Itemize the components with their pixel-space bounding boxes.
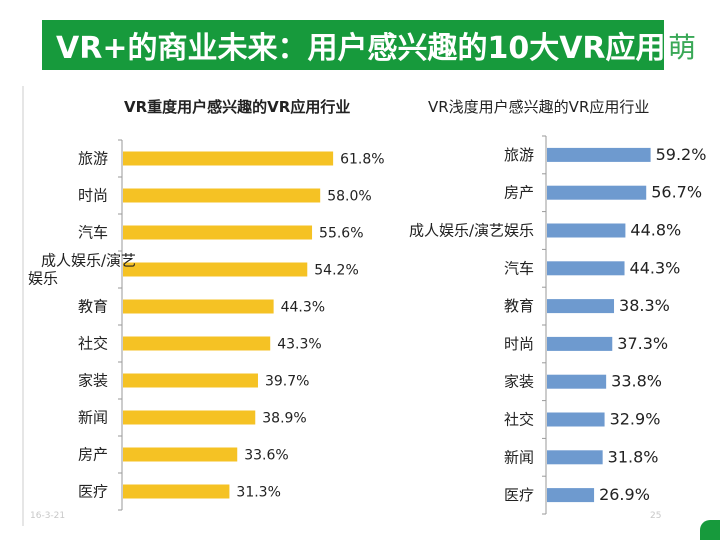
right-category-label: 新闻 <box>504 448 534 466</box>
right-bar-1 <box>547 147 651 162</box>
left-value-label: 55.6% <box>319 226 363 242</box>
footer-date: 16-3-21 <box>30 511 66 521</box>
right-bar-3 <box>547 223 626 238</box>
right-value-label: 26.9% <box>599 485 650 504</box>
right-value-label: 56.7% <box>651 183 702 202</box>
left-category-label: 新闻 <box>78 409 108 427</box>
left-divider <box>22 86 24 526</box>
right-value-label: 37.3% <box>617 334 668 353</box>
corner-decoration <box>700 520 720 540</box>
right-bar-5 <box>547 299 615 314</box>
left-value-label: 39.7% <box>265 374 309 390</box>
left-category-label: 教育 <box>78 298 108 316</box>
right-bar-2 <box>547 185 647 200</box>
right-chart-title: VR浅度用户感兴趣的VR应用行业 <box>428 98 650 116</box>
left-chart-title: VR重度用户感兴趣的VR应用行业 <box>124 98 351 116</box>
left-bar-4 <box>123 262 308 277</box>
page-title: VR+的商业未来：用户感兴趣的10大VR应用行业 <box>42 20 720 70</box>
left-category-label: 医疗 <box>78 483 108 501</box>
right-category-label: 汽车 <box>504 259 534 277</box>
right-category-label: 成人娱乐/演艺娱乐 <box>409 222 534 240</box>
right-category-label: 时尚 <box>504 335 534 353</box>
left-category-label: 时尚 <box>78 187 108 205</box>
right-category-label: 医疗 <box>504 486 534 504</box>
right-bar-4 <box>547 261 625 276</box>
left-value-label: 31.3% <box>236 485 280 501</box>
right-bar-8 <box>547 412 605 427</box>
right-bar-10 <box>547 488 595 503</box>
right-value-label: 44.3% <box>630 258 681 277</box>
left-category-label: 房产 <box>78 446 108 464</box>
right-value-label: 44.8% <box>630 221 681 240</box>
left-value-label: 44.3% <box>281 300 325 316</box>
left-value-label: 43.3% <box>277 337 321 353</box>
header-area: VR+的商业未来：用户感兴趣的10大VR应用行业 萌 <box>0 0 720 86</box>
right-category-label: 家装 <box>504 373 534 391</box>
left-category-label: 家装 <box>78 372 108 390</box>
right-value-label: 31.8% <box>608 447 659 466</box>
left-value-label: 58.0% <box>327 189 371 205</box>
right-value-label: 32.9% <box>610 410 661 429</box>
left-bar-7 <box>123 373 258 388</box>
right-value-label: 38.3% <box>619 296 670 315</box>
left-bar-1 <box>123 151 334 166</box>
left-category-label: 旅游 <box>78 150 108 168</box>
right-value-label: 33.8% <box>611 372 662 391</box>
left-category-label: 社交 <box>78 335 108 353</box>
right-value-label: 59.2% <box>656 145 707 164</box>
left-bar-10 <box>123 484 230 499</box>
footer-page-number: 25 <box>650 511 662 521</box>
right-bar-6 <box>547 336 613 351</box>
left-bar-3 <box>123 225 313 240</box>
left-bar-8 <box>123 410 256 425</box>
corner-logo-text: 萌 <box>668 31 697 64</box>
left-value-label: 54.2% <box>314 263 358 279</box>
left-bar-5 <box>123 299 274 314</box>
right-category-label: 教育 <box>504 297 534 315</box>
left-category-label: 汽车 <box>78 224 108 242</box>
right-bar-9 <box>547 450 603 465</box>
left-bar-9 <box>123 447 238 462</box>
right-category-label: 旅游 <box>504 146 534 164</box>
left-category-label: 成人娱乐/演艺娱乐 <box>28 252 136 288</box>
left-value-label: 33.6% <box>244 448 288 464</box>
left-value-label: 61.8% <box>340 152 384 168</box>
right-category-label: 社交 <box>504 411 534 429</box>
right-bar-7 <box>547 374 607 389</box>
left-value-label: 38.9% <box>262 411 306 427</box>
left-bar-2 <box>123 188 321 203</box>
right-category-label: 房产 <box>504 184 534 202</box>
left-bar-6 <box>123 336 271 351</box>
